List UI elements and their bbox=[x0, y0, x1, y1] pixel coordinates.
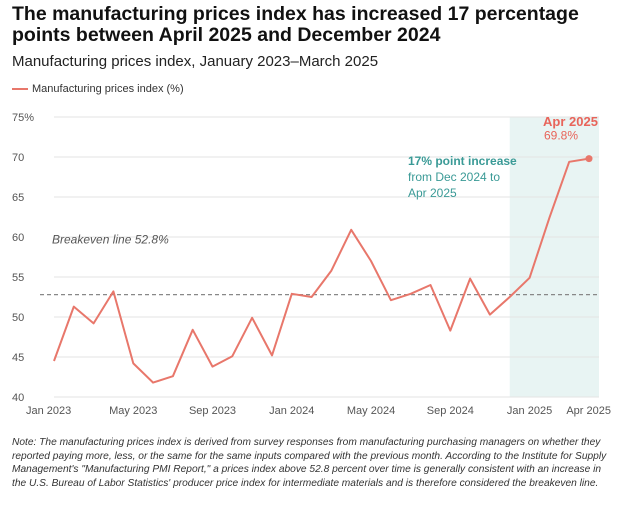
data-point bbox=[370, 260, 372, 262]
data-point bbox=[568, 161, 570, 163]
data-point bbox=[271, 354, 273, 356]
annotation-line: from Dec 2024 to bbox=[408, 170, 500, 184]
data-point bbox=[251, 317, 253, 319]
y-tick-label: 40 bbox=[12, 392, 24, 404]
data-point bbox=[172, 375, 174, 377]
data-point bbox=[548, 217, 550, 219]
data-point bbox=[449, 329, 451, 331]
data-point bbox=[390, 299, 392, 301]
y-tick-label: 50 bbox=[12, 312, 24, 324]
line-chart: 40 45 50 55 60 65 70 75% Jan 2023 May 2023 Sep 202… bbox=[12, 112, 611, 417]
series-line bbox=[53, 157, 590, 384]
y-tick-label: 60 bbox=[12, 232, 24, 244]
x-tick-label: May 2023 bbox=[109, 405, 157, 417]
y-tick-label: 75% bbox=[12, 112, 34, 124]
legend: Manufacturing prices index (%) bbox=[12, 83, 184, 95]
data-point bbox=[409, 293, 411, 295]
x-tick-label: Sep 2024 bbox=[427, 405, 474, 417]
data-point bbox=[528, 277, 530, 279]
legend-label: Manufacturing prices index (%) bbox=[32, 83, 184, 95]
x-tick-label: May 2024 bbox=[347, 405, 395, 417]
data-point bbox=[429, 284, 431, 286]
chart-subtitle: Manufacturing prices index, January 2023… bbox=[12, 53, 379, 70]
highlight-region bbox=[509, 117, 599, 397]
x-tick-label: Apr 2025 bbox=[566, 405, 611, 417]
data-point bbox=[291, 293, 293, 295]
data-point bbox=[350, 229, 352, 231]
y-tick-label: 65 bbox=[12, 192, 24, 204]
end-point bbox=[585, 155, 593, 163]
chart-title: The manufacturing prices index has incre… bbox=[12, 3, 579, 46]
chart-note: Note: The manufacturing prices index is … bbox=[12, 437, 607, 489]
data-point bbox=[489, 313, 491, 315]
x-tick-label: Jan 2023 bbox=[26, 405, 71, 417]
legend-line-swatch bbox=[12, 88, 28, 90]
breakeven-label: Breakeven line 52.8% bbox=[52, 232, 169, 246]
x-tick-label: Sep 2023 bbox=[189, 405, 236, 417]
data-point bbox=[132, 362, 134, 364]
data-point bbox=[73, 305, 75, 307]
data-point bbox=[330, 269, 332, 271]
data-point bbox=[231, 355, 233, 357]
data-point bbox=[310, 296, 312, 298]
data-point bbox=[192, 329, 194, 331]
y-tick-label: 70 bbox=[12, 152, 24, 164]
annotation-headline: 17% point increase bbox=[408, 154, 517, 168]
data-point bbox=[112, 290, 114, 292]
x-tick-label: Jan 2024 bbox=[269, 405, 314, 417]
end-label-value: 69.8% bbox=[544, 128, 578, 142]
data-point bbox=[509, 296, 511, 298]
data-point bbox=[469, 277, 471, 279]
x-tick-label: Jan 2025 bbox=[507, 405, 552, 417]
data-point bbox=[92, 322, 94, 324]
annotation-line: Apr 2025 bbox=[408, 186, 457, 200]
y-tick-label: 55 bbox=[12, 272, 24, 284]
data-point bbox=[152, 381, 154, 383]
data-point bbox=[211, 365, 213, 367]
data-point bbox=[53, 360, 55, 362]
end-label-title: Apr 2025 bbox=[543, 114, 598, 129]
y-tick-label: 45 bbox=[12, 352, 24, 364]
